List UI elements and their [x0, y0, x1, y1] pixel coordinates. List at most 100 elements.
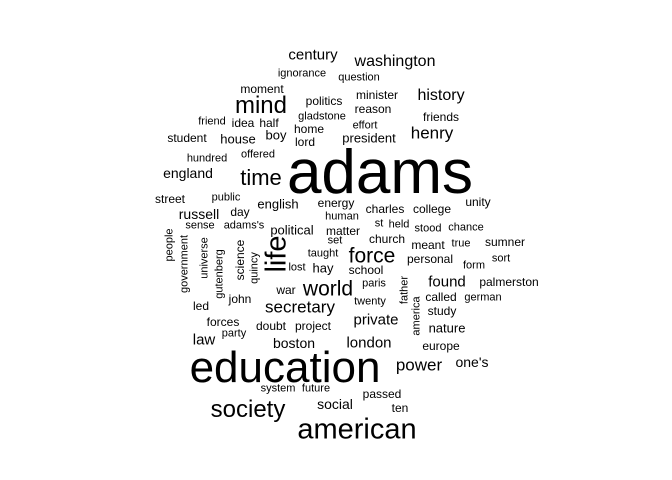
word-form: form: [463, 259, 485, 272]
word-europe: europe: [422, 339, 460, 353]
word-stood: stood: [414, 222, 442, 235]
word-palmerston: palmerston: [479, 275, 539, 289]
word-father: father: [398, 275, 411, 305]
word-human: human: [325, 210, 359, 223]
word-led: led: [192, 299, 210, 313]
word-ones: one's: [455, 354, 489, 370]
word-passed: passed: [362, 387, 402, 401]
word-henry: henry: [410, 123, 454, 143]
word-german: german: [464, 291, 502, 304]
word-taught: taught: [307, 247, 339, 260]
word-st: st: [374, 217, 384, 230]
word-time: time: [240, 165, 282, 190]
word-adams: adams: [286, 138, 474, 207]
word-england: england: [163, 165, 213, 181]
word-energy: energy: [317, 196, 355, 210]
word-nature: nature: [428, 320, 466, 336]
word-science: science: [233, 239, 247, 281]
word-sort: sort: [491, 252, 511, 265]
word-universe: universe: [198, 237, 211, 279]
word-college: college: [412, 202, 452, 216]
word-president: president: [342, 130, 396, 146]
word-john: john: [228, 292, 252, 306]
word-education: education: [189, 343, 381, 392]
word-power: power: [395, 355, 443, 375]
word-lost: lost: [288, 261, 306, 274]
word-moment: moment: [240, 82, 284, 96]
word-american: american: [297, 413, 417, 446]
word-twenty: twenty: [354, 295, 386, 308]
word-project: project: [294, 319, 332, 333]
word-quincy: quincy: [248, 252, 261, 284]
word-force: force: [348, 244, 396, 268]
word-student: student: [167, 131, 207, 145]
word-day: day: [230, 205, 250, 219]
word-church: church: [368, 232, 406, 246]
word-house: house: [220, 131, 256, 147]
word-adamss: adams's: [223, 219, 265, 232]
word-forces: forces: [206, 315, 240, 329]
word-matter: matter: [325, 224, 361, 238]
word-idea: idea: [231, 116, 255, 130]
word-minister: minister: [355, 88, 399, 102]
word-system: system: [260, 382, 296, 395]
word-friend: friend: [198, 115, 226, 128]
word-government: government: [178, 234, 191, 294]
word-true: true: [451, 237, 471, 250]
word-people: people: [163, 228, 176, 262]
word-russell: russell: [178, 206, 220, 222]
word-question: question: [338, 71, 380, 84]
word-personal: personal: [406, 252, 454, 266]
word-private: private: [353, 311, 399, 329]
word-world: world: [302, 277, 354, 301]
word-unity: unity: [465, 195, 491, 209]
word-school: school: [348, 263, 384, 277]
word-ten: ten: [391, 401, 409, 415]
word-political: political: [270, 222, 314, 238]
word-gladstone: gladstone: [298, 110, 346, 123]
word-friends: friends: [422, 110, 460, 124]
word-boston: boston: [272, 335, 316, 351]
word-found: found: [428, 273, 466, 291]
word-life: life: [260, 235, 293, 273]
word-war: war: [276, 283, 296, 297]
word-chance: chance: [448, 221, 484, 234]
word-politics: politics: [305, 94, 343, 108]
word-sense: sense: [185, 219, 215, 232]
word-reason: reason: [354, 102, 392, 116]
word-party: party: [221, 327, 247, 340]
word-social: social: [317, 396, 353, 412]
word-century: century: [288, 46, 338, 64]
word-future: future: [301, 382, 331, 395]
word-mind: mind: [234, 92, 288, 119]
word-ignorance: ignorance: [277, 67, 327, 80]
word-society: society: [210, 396, 286, 423]
word-effort: effort: [352, 119, 378, 132]
word-public: public: [211, 191, 241, 204]
word-lord: lord: [294, 135, 316, 149]
word-paris: paris: [362, 277, 386, 290]
word-london: london: [346, 334, 392, 352]
word-half: half: [259, 116, 279, 130]
word-hundred: hundred: [186, 152, 228, 165]
word-english: english: [257, 196, 299, 212]
word-charles: charles: [365, 202, 405, 216]
word-study: study: [427, 304, 457, 318]
word-called: called: [425, 290, 457, 304]
word-doubt: doubt: [255, 319, 287, 333]
word-america: america: [410, 296, 423, 336]
word-law: law: [192, 331, 216, 349]
word-washington: washington: [354, 53, 436, 70]
word-held: held: [388, 218, 410, 231]
word-history: history: [417, 87, 465, 104]
word-street: street: [154, 192, 186, 206]
word-boy: boy: [265, 127, 287, 143]
word-offered: offered: [240, 148, 276, 161]
word-secretary: secretary: [265, 297, 335, 317]
word-meant: meant: [411, 238, 445, 252]
word-home: home: [293, 122, 325, 136]
word-hay: hay: [312, 260, 334, 276]
word-sumner: sumner: [484, 235, 526, 249]
word-gutenberg: gutenberg: [213, 249, 226, 299]
